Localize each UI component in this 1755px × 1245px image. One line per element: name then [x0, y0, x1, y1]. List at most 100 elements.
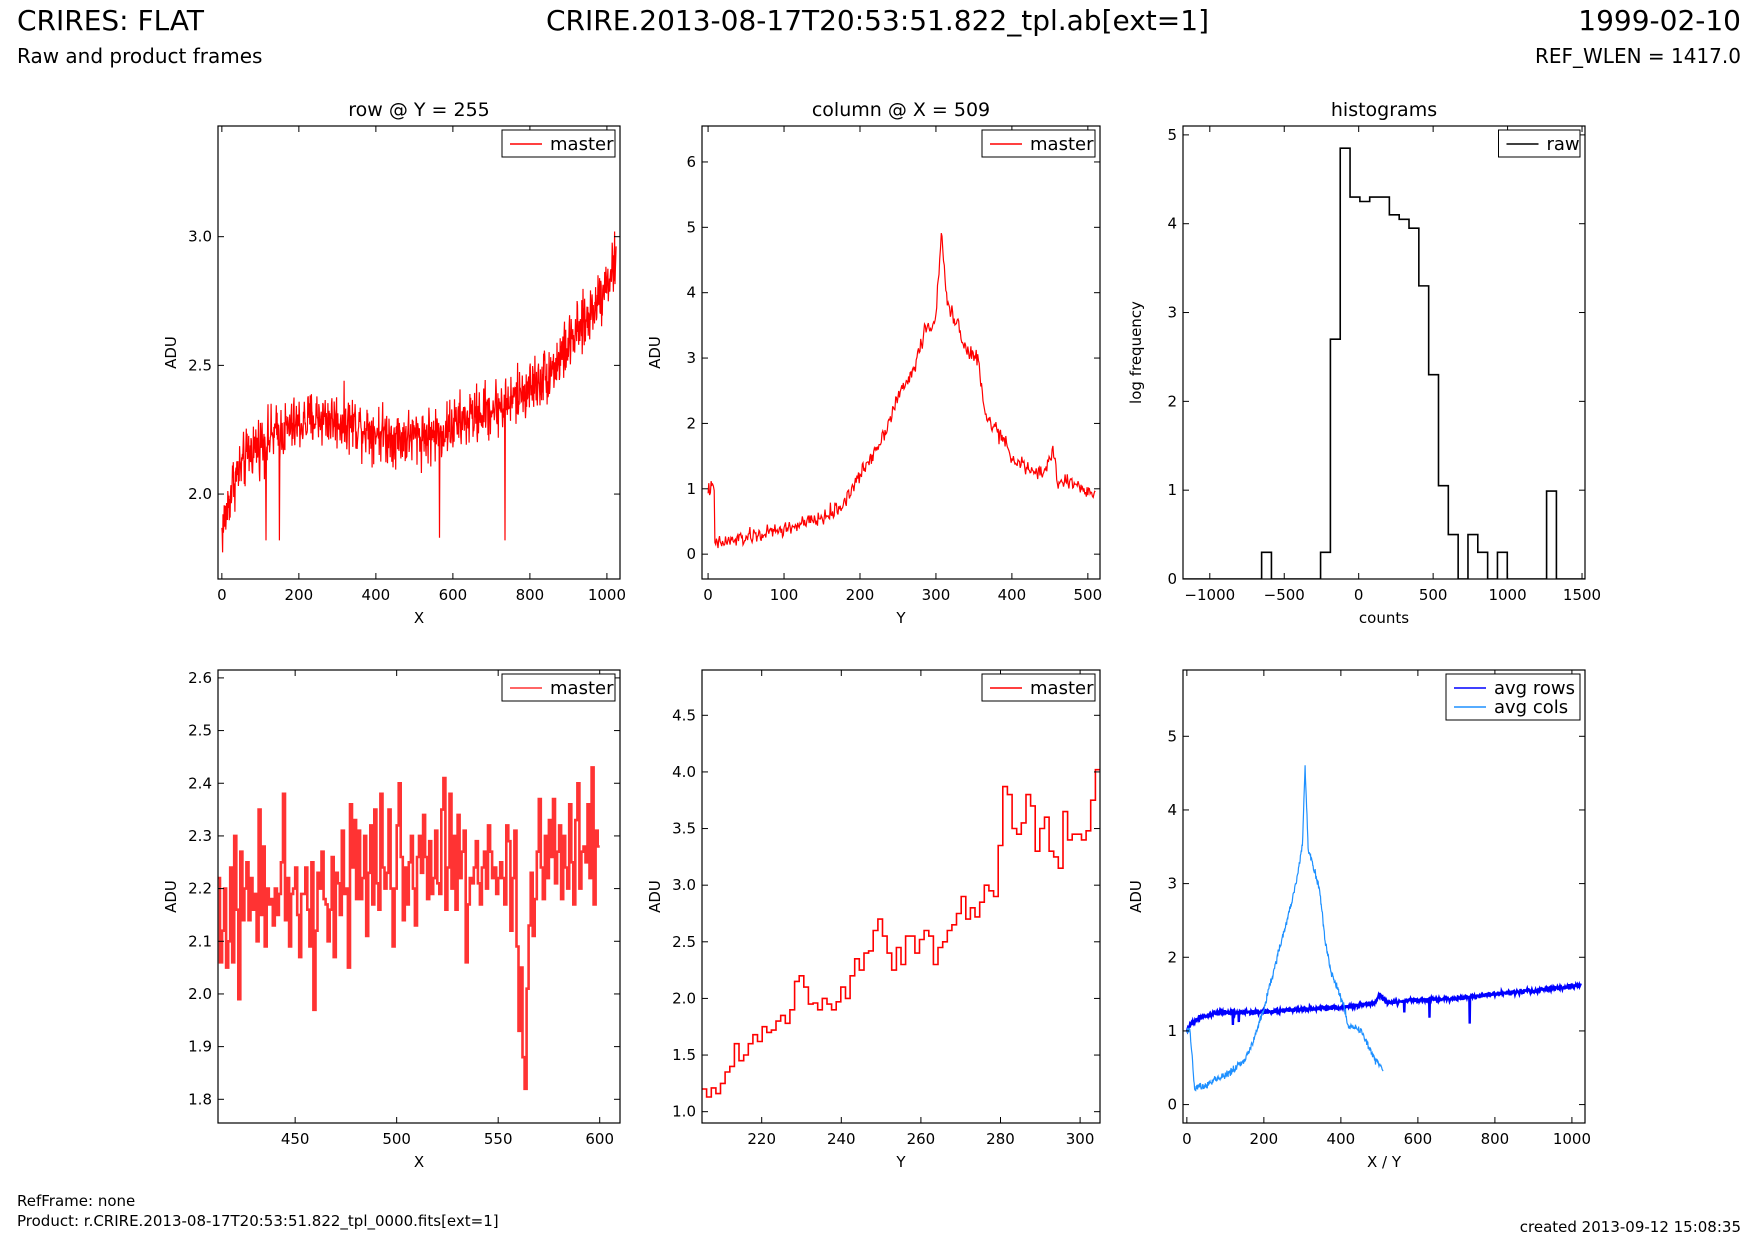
x-tick-label: 500: [1074, 586, 1103, 604]
x-axis-label: X: [414, 1153, 424, 1171]
x-tick-label: 240: [827, 1130, 856, 1148]
chart-panel-6: 0 200 400 600 800 1000 0 1 2 3 4 5 X / Y ADU avg rowsa…: [1127, 669, 1591, 1171]
x-tick-label: 800: [1481, 1130, 1510, 1148]
x-axis-label: X: [414, 609, 424, 627]
x-tick-label: −500: [1264, 586, 1305, 604]
x-tick-label: 1000: [1553, 1130, 1591, 1148]
y-tick-label: 2.6: [188, 669, 212, 687]
y-tick-label: 2: [1167, 948, 1177, 966]
plot-frame: [1182, 125, 1586, 580]
y-tick-label: 1.0: [672, 1103, 696, 1121]
plot-frame: [217, 669, 621, 1124]
y-tick-label: 3.0: [188, 228, 212, 246]
x-tick-label: 0: [703, 586, 713, 604]
x-tick-label: 400: [362, 586, 391, 604]
series-master-line: [702, 768, 1100, 1098]
y-tick-label: 2.1: [188, 932, 212, 950]
legend-label: master: [1030, 678, 1094, 699]
x-tick-label: 600: [585, 1130, 614, 1148]
page-title: CRIRES: FLAT: [17, 4, 204, 37]
y-tick-label: 2.0: [188, 985, 212, 1003]
y-tick-label: 2.2: [188, 880, 212, 898]
y-tick-label: 2.4: [188, 774, 212, 792]
y-tick-label: 2: [1167, 392, 1177, 410]
y-tick-label: 1: [686, 480, 696, 498]
plot-frame: [1182, 669, 1586, 1124]
x-tick-label: 300: [1066, 1130, 1095, 1148]
y-tick-label: 2.5: [188, 356, 212, 374]
ref-wlen: REF_WLEN = 1417.0: [1534, 44, 1741, 68]
legend-label: avg cols: [1494, 697, 1568, 718]
series-avg-cols-line: [1186, 765, 1384, 1092]
legend-label: master: [550, 678, 614, 699]
x-tick-label: 200: [285, 586, 314, 604]
plot-area: [1185, 765, 1582, 1092]
series-master-line: [221, 231, 617, 553]
legend: master: [981, 129, 1096, 158]
chart-panel-5: 220 240 260 280 300 1.0 1.5 2.0 2.5 3.0 3.5 4.0 4.5 Y…: [646, 669, 1101, 1171]
x-tick-label: 400: [1327, 1130, 1356, 1148]
y-tick-label: 2: [686, 414, 696, 432]
chart-panel-2: 0 100 200 300 400 500 0 1 2 3 4 5 6 column @ X = 509 Y…: [646, 99, 1102, 627]
x-tick-label: 100: [770, 586, 799, 604]
plot-frame: [701, 125, 1101, 580]
x-tick-label: 500: [382, 1130, 411, 1148]
x-tick-label: 0: [1354, 586, 1364, 604]
chart-title: column @ X = 509: [812, 99, 990, 121]
page-subtitle: Raw and product frames: [17, 44, 263, 68]
y-tick-label: 3.5: [672, 820, 696, 838]
x-tick-label: 220: [747, 1130, 776, 1148]
chart-panel-4: 450 500 550 600 1.8 1.9 2.0 2.1 2.2 2.3 2.4 2.5 2.6 X…: [162, 669, 621, 1171]
legend-label: master: [550, 134, 614, 155]
x-tick-label: 550: [484, 1130, 513, 1148]
y-tick-label: 1.5: [672, 1046, 696, 1064]
y-tick-label: 2.0: [188, 485, 212, 503]
x-tick-label: 0: [217, 586, 227, 604]
y-tick-label: 4: [1167, 801, 1177, 819]
plot-frame: [701, 669, 1101, 1124]
y-axis-label: ADU: [162, 880, 180, 913]
y-tick-label: 5: [1167, 126, 1177, 144]
y-tick-label: 1.8: [188, 1090, 212, 1108]
series-avg-rows-line: [1185, 980, 1582, 1035]
y-tick-label: 6: [686, 153, 696, 171]
x-tick-label: 1500: [1563, 586, 1601, 604]
x-tick-label: 1000: [1488, 586, 1526, 604]
y-tick-label: 3: [1167, 304, 1177, 322]
x-axis-label: Y: [895, 1153, 906, 1171]
series-master-line: [707, 232, 1096, 549]
chart-panel-3: −1000 −500 0 500 1000 1500 0 1 2 3 4 5 histograms cou…: [1127, 99, 1601, 627]
y-tick-label: 0: [1167, 1096, 1177, 1114]
y-tick-label: 5: [1167, 727, 1177, 745]
legend-label: raw: [1547, 134, 1580, 155]
chart-panel-1: 0 200 400 600 800 1000 2.0 2.5 3.0 row @ Y = 255 X…: [162, 99, 626, 627]
x-tick-label: 300: [922, 586, 951, 604]
plot-area: [702, 768, 1100, 1098]
plot-frame: [217, 125, 621, 580]
observation-date: 1999-02-10: [1578, 4, 1741, 37]
legend-label: avg rows: [1494, 678, 1575, 699]
file-name: CRIRE.2013-08-17T20:53:51.822_tpl.ab[ext…: [545, 4, 1209, 37]
y-tick-label: 2.3: [188, 827, 212, 845]
plot-area: [218, 766, 600, 1091]
y-tick-label: 1: [1167, 1022, 1177, 1040]
ref-frame-label: RefFrame: none: [17, 1192, 136, 1210]
plot-area: [221, 231, 617, 553]
y-tick-label: 4.0: [672, 763, 696, 781]
y-tick-label: 4: [1167, 215, 1177, 233]
x-tick-label: 400: [998, 586, 1027, 604]
chart-title: histograms: [1331, 99, 1437, 121]
legend-label: master: [1030, 134, 1094, 155]
y-tick-label: 0: [686, 545, 696, 563]
x-axis-label: X / Y: [1367, 1153, 1402, 1171]
legend: master: [981, 673, 1096, 702]
legend: master: [501, 129, 616, 158]
y-axis-label: ADU: [646, 336, 664, 369]
y-axis-label: ADU: [646, 880, 664, 913]
x-tick-label: 450: [281, 1130, 310, 1148]
y-tick-label: 4: [686, 284, 696, 302]
x-tick-label: 200: [846, 586, 875, 604]
x-tick-label: 600: [439, 586, 468, 604]
y-tick-label: 3: [1167, 875, 1177, 893]
